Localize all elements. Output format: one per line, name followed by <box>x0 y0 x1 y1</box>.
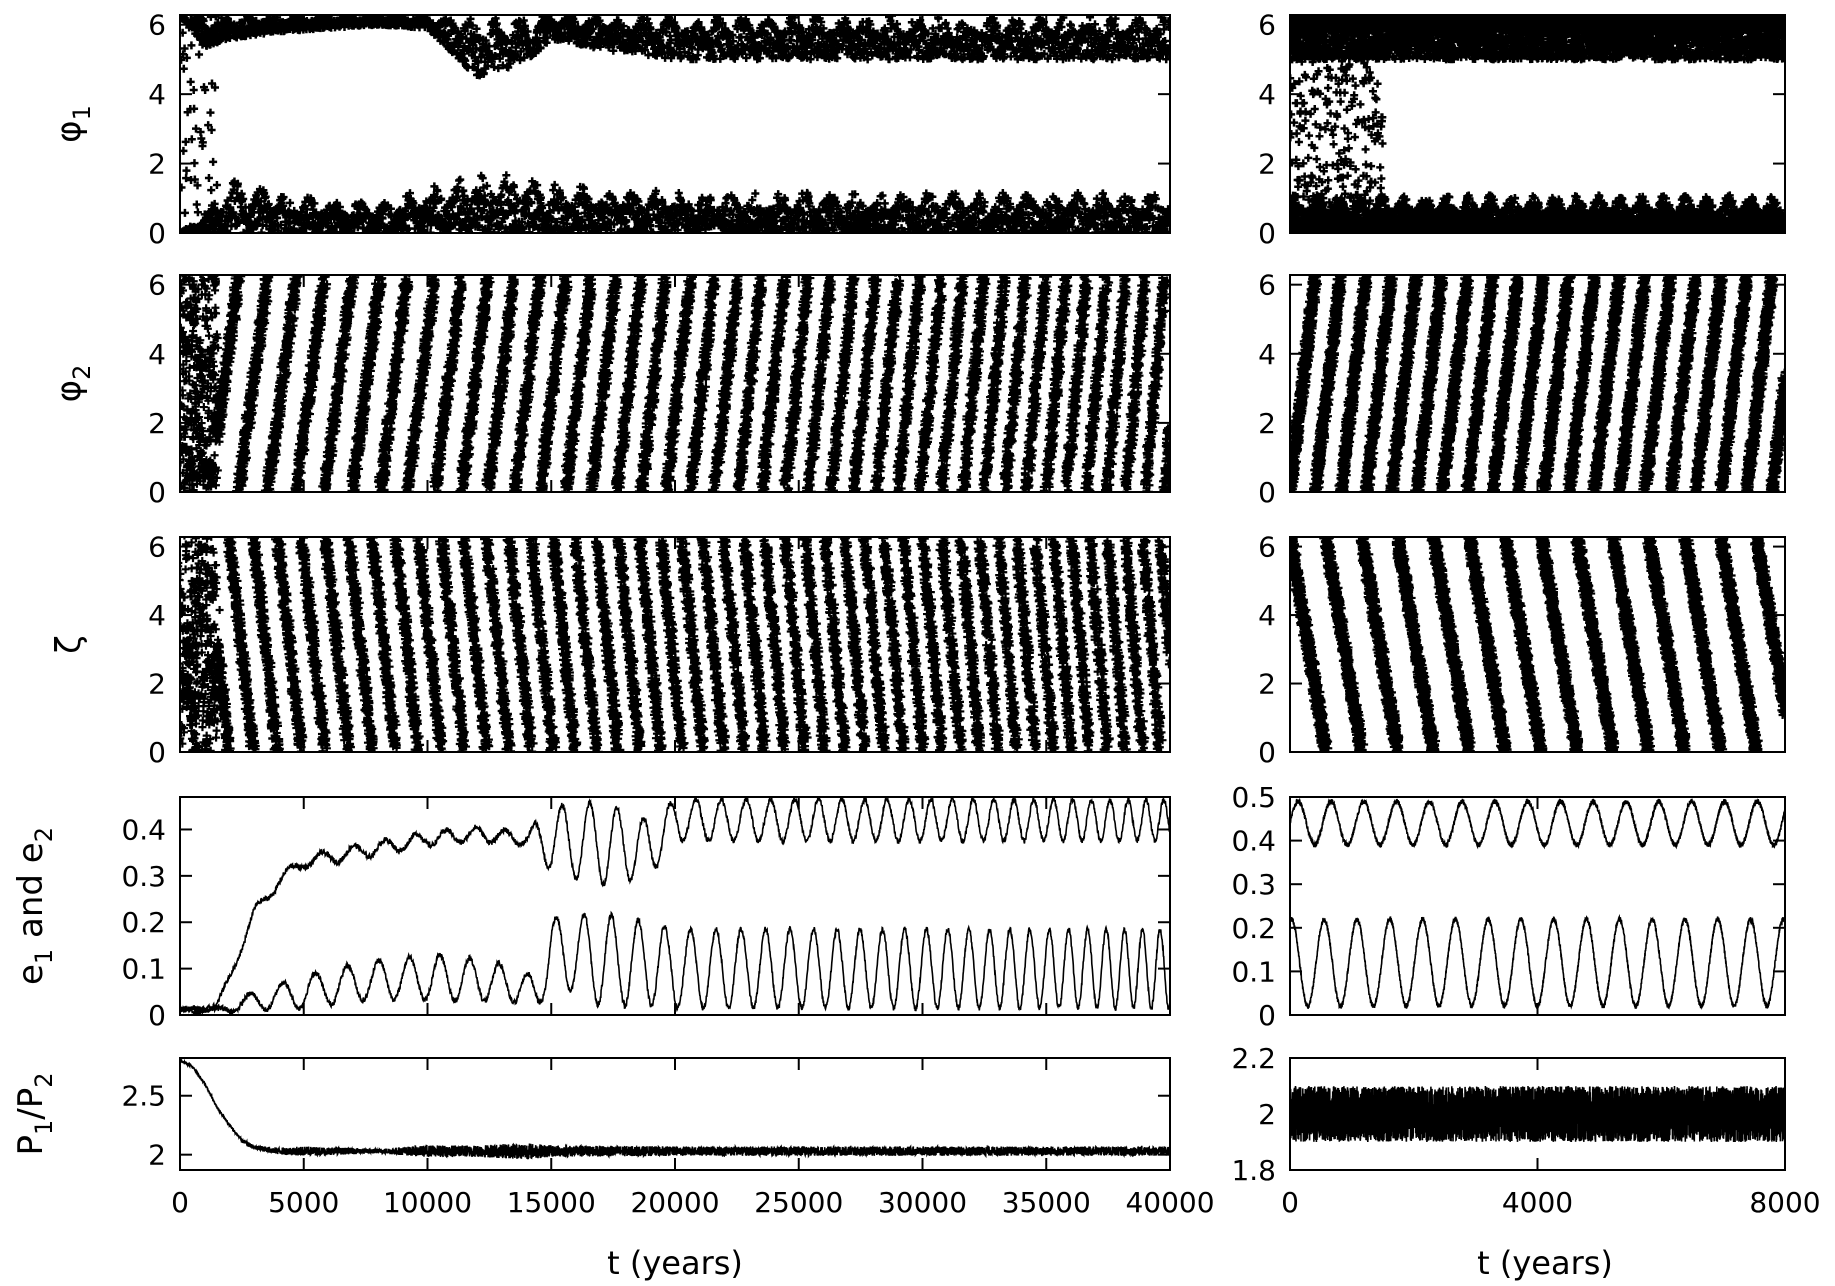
series-zeta-right <box>1284 524 1791 766</box>
xtick-label: 10000 <box>383 1186 472 1219</box>
ytick-label: 2 <box>1258 407 1276 440</box>
panel-zeta-right: 0 2 4 6 <box>1258 524 1791 769</box>
series-phi1-left <box>176 11 1174 237</box>
ytick-label: 0.1 <box>121 953 166 986</box>
ytick-label: 0 <box>1258 217 1276 250</box>
ytick-label: 4 <box>148 78 166 111</box>
x-axis-title-right: t (years) <box>1477 1244 1613 1282</box>
series-zeta-left <box>174 524 1176 766</box>
series-line-ecc-left-0 <box>180 797 1170 1013</box>
xtick-label: 4000 <box>1502 1186 1573 1219</box>
panel-zeta-left: 0 2 4 6 ζ <box>49 524 1176 769</box>
ytick-label: 2 <box>1258 148 1276 181</box>
panel-phi2-right: 0 2 4 6 <box>1258 261 1791 509</box>
ylabel-ratio-left: P1/P2 <box>11 1072 58 1155</box>
ytick-label: 0 <box>1258 999 1276 1032</box>
panel-ecc-left: 0 0.1 0.2 0.3 0.4 e1 and e2 <box>11 797 1170 1032</box>
ytick-label: 2.2 <box>1231 1042 1276 1075</box>
ylabel-phi1-left: φ1 <box>49 105 96 143</box>
ytick-label: 6 <box>148 531 166 564</box>
series-line-ratio-right <box>1290 1086 1785 1142</box>
ytick-label: 6 <box>148 269 166 302</box>
ytick-label: 6 <box>148 9 166 42</box>
xtick-label: 0 <box>1281 1186 1299 1219</box>
ytick-label: 4 <box>148 338 166 371</box>
plots-layer: 0246φ102460246φ202460246ζ024600.10.20.30… <box>11 9 1821 1219</box>
xtick-label: 20000 <box>630 1186 719 1219</box>
series-line-ecc-right-1 <box>1290 917 1785 1009</box>
ylabel-ecc-left: e1 and e2 <box>11 827 58 985</box>
series-ecc-left <box>180 797 1170 1015</box>
ytick-label: 0 <box>148 476 166 509</box>
panel-ecc-right: 0 0.1 0.2 0.3 0.4 0.5 <box>1231 781 1785 1032</box>
ytick-label: 6 <box>1258 9 1276 42</box>
ytick-label: 0 <box>148 999 166 1032</box>
xtick-label: 0 <box>171 1186 189 1219</box>
ytick-label: 0.4 <box>1231 825 1276 858</box>
ytick-label: 0.2 <box>1231 912 1276 945</box>
ytick-label: 4 <box>1258 338 1276 371</box>
ytick-label: 0.3 <box>1231 868 1276 901</box>
ytick-label: 0.2 <box>121 906 166 939</box>
ylabel-zeta-left: ζ <box>49 635 89 654</box>
ytick-label: 4 <box>1258 78 1276 111</box>
panel-ratio-left: 2 2.5 0 5000 10000 15000 20000 25000 30000 35000 4… <box>11 1058 1215 1219</box>
ytick-label: 0.5 <box>1231 781 1276 814</box>
ytick-label: 2 <box>1258 1098 1276 1131</box>
ytick-label: 4 <box>1258 599 1276 632</box>
ytick-label: 0.3 <box>121 860 166 893</box>
xtick-label: 25000 <box>754 1186 843 1219</box>
series-ratio-left <box>180 1060 1170 1160</box>
xtick-label: 5000 <box>268 1186 339 1219</box>
ytick-label: 0.1 <box>1231 955 1276 988</box>
panel-phi2-left: 0 2 4 6 φ2 <box>49 261 1175 509</box>
series-line-ecc-left-1 <box>180 913 1170 1015</box>
ytick-label: 0 <box>1258 736 1276 769</box>
ytick-label: 0 <box>148 736 166 769</box>
ytick-label: 2 <box>1258 668 1276 701</box>
xtick-label: 15000 <box>507 1186 596 1219</box>
ytick-label: 0.4 <box>121 813 166 846</box>
panel-phi1-left: 0 2 4 6 φ1 <box>49 9 1174 250</box>
ytick-label: 2 <box>148 407 166 440</box>
xtick-label: 35000 <box>1002 1186 1091 1219</box>
series-line-ratio-left <box>180 1060 1170 1160</box>
ylabel-phi2-left: φ2 <box>49 365 96 403</box>
ytick-label: 6 <box>1258 531 1276 564</box>
panel-phi1-right: 0 2 4 6 <box>1258 9 1789 250</box>
ytick-label: 0 <box>1258 476 1276 509</box>
series-phi2-right <box>1284 261 1791 505</box>
series-ratio-right <box>1290 1086 1785 1142</box>
xtick-label: 8000 <box>1749 1186 1820 1219</box>
x-axis-title-left: t (years) <box>607 1244 743 1282</box>
xtick-label: 40000 <box>1125 1186 1214 1219</box>
ytick-label: 1.8 <box>1231 1154 1276 1187</box>
xtick-label: 30000 <box>878 1186 967 1219</box>
ytick-label: 0 <box>148 217 166 250</box>
ytick-label: 2 <box>148 668 166 701</box>
ytick-label: 2 <box>148 148 166 181</box>
series-ecc-right <box>1290 799 1785 1009</box>
ytick-label: 4 <box>148 599 166 632</box>
ytick-label: 6 <box>1258 269 1276 302</box>
ytick-label: 2.5 <box>121 1080 166 1113</box>
panel-ratio-right: 1.8 2 2.2 0 4000 8000 <box>1231 1042 1820 1219</box>
ytick-label: 2 <box>148 1139 166 1172</box>
series-phi2-left <box>173 261 1174 505</box>
series-phi1-right <box>1286 11 1789 237</box>
